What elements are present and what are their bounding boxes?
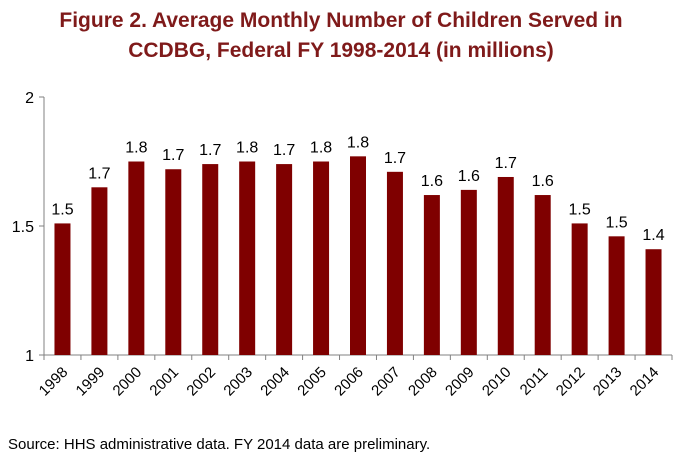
data-label: 1.4 xyxy=(642,227,664,244)
bar xyxy=(128,161,145,355)
y-tick-label: 1 xyxy=(25,348,34,365)
data-label: 1.5 xyxy=(569,201,591,218)
chart-title-line-2: CCDBG, Federal FY 1998-2014 (in millions… xyxy=(128,39,554,62)
x-tick-label: 2000 xyxy=(110,364,146,400)
data-label: 1.7 xyxy=(88,165,110,182)
chart-title-line-1: Figure 2. Average Monthly Number of Chil… xyxy=(59,9,623,32)
x-tick-label: 2013 xyxy=(590,364,626,400)
x-tick-label: 2011 xyxy=(517,364,552,399)
bar xyxy=(608,236,625,355)
x-tick-label: 2002 xyxy=(183,364,219,400)
data-label: 1.8 xyxy=(310,140,332,157)
data-label: 1.8 xyxy=(236,140,258,157)
data-label: 1.6 xyxy=(532,173,554,190)
bar xyxy=(313,161,330,355)
x-tick-label: 1999 xyxy=(73,364,109,400)
data-label: 1.8 xyxy=(347,134,369,151)
y-tick-label: 2 xyxy=(25,90,34,107)
bar xyxy=(386,171,403,355)
x-tick-label: 2010 xyxy=(479,364,515,400)
data-label: 1.5 xyxy=(605,214,627,231)
chart-title: Figure 2. Average Monthly Number of Chil… xyxy=(0,6,682,66)
bar xyxy=(645,249,662,355)
bar xyxy=(497,176,514,355)
bar xyxy=(54,223,71,355)
data-label: 1.6 xyxy=(458,168,480,185)
bar xyxy=(165,169,182,355)
data-label: 1.6 xyxy=(421,173,443,190)
x-tick-label: 2004 xyxy=(257,364,293,400)
bar xyxy=(460,189,477,355)
bar xyxy=(534,195,551,355)
x-tick-label: 2001 xyxy=(147,364,183,400)
bar xyxy=(423,195,440,355)
data-label: 1.7 xyxy=(162,147,184,164)
bar xyxy=(202,164,219,355)
x-tick-label: 2003 xyxy=(220,364,256,400)
x-tick-label: 2012 xyxy=(553,364,589,400)
bar xyxy=(91,187,108,355)
x-tick-label: 2007 xyxy=(368,364,404,400)
data-label: 1.8 xyxy=(125,140,147,157)
data-label: 1.7 xyxy=(495,155,517,172)
data-label: 1.7 xyxy=(384,150,406,167)
x-tick-label: 1998 xyxy=(36,364,72,400)
bar xyxy=(350,156,366,355)
bar xyxy=(239,161,256,355)
bar xyxy=(571,223,588,355)
data-label: 1.5 xyxy=(51,201,73,218)
bar xyxy=(276,164,293,355)
y-tick-label: 1.5 xyxy=(12,219,34,236)
data-label: 1.7 xyxy=(199,142,221,159)
source-note: Source: HHS administrative data. FY 2014… xyxy=(8,436,431,453)
x-tick-label: 2009 xyxy=(442,364,478,400)
x-tick-label: 2008 xyxy=(405,364,441,400)
data-label: 1.7 xyxy=(273,142,295,159)
x-tick-label: 2005 xyxy=(294,364,330,400)
x-tick-label: 2006 xyxy=(331,364,367,400)
x-tick-label: 2014 xyxy=(627,364,663,400)
